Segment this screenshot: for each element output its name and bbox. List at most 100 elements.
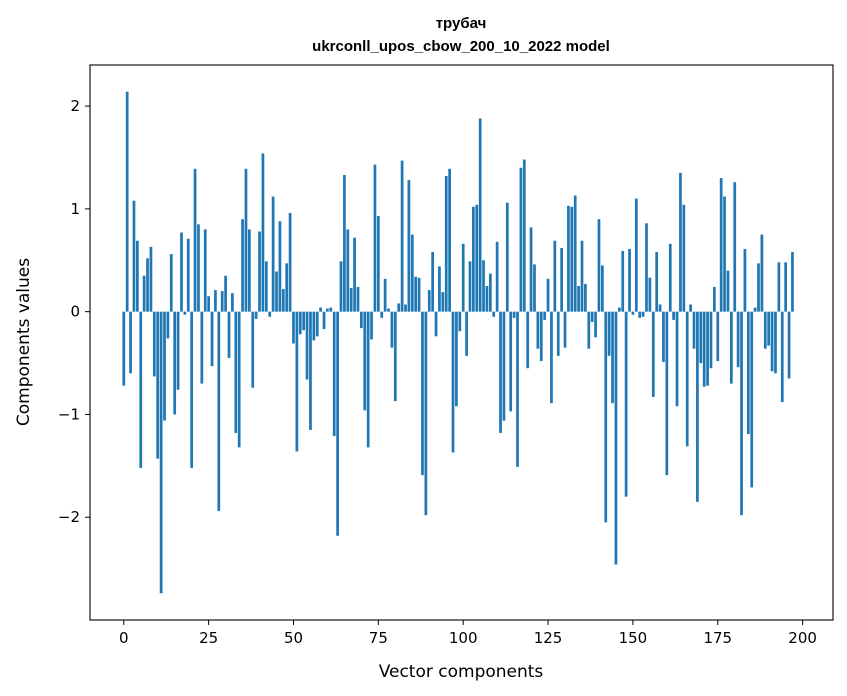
bar-6 bbox=[142, 275, 146, 312]
bar-191 bbox=[770, 311, 774, 372]
bar-129 bbox=[560, 247, 563, 312]
bar-94 bbox=[441, 292, 445, 312]
bar-145 bbox=[614, 311, 618, 565]
bar-174 bbox=[713, 287, 716, 312]
y-tick-label: 0 bbox=[70, 303, 80, 321]
y-tick-label: −2 bbox=[58, 508, 80, 526]
bar-35 bbox=[241, 219, 244, 312]
bar-42 bbox=[264, 261, 268, 312]
bar-103 bbox=[472, 206, 475, 312]
bar-1 bbox=[125, 91, 129, 312]
x-tick-label: 75 bbox=[369, 629, 388, 647]
bar-90 bbox=[427, 290, 431, 312]
bar-114 bbox=[509, 311, 513, 412]
bar-54 bbox=[305, 311, 309, 380]
bar-91 bbox=[431, 252, 435, 312]
bar-118 bbox=[522, 159, 526, 312]
bar-52 bbox=[298, 311, 302, 335]
bar-134 bbox=[577, 285, 580, 312]
bar-162 bbox=[672, 311, 675, 320]
bar-76 bbox=[380, 311, 384, 318]
bar-146 bbox=[617, 307, 621, 312]
bar-121 bbox=[533, 264, 536, 312]
bar-10 bbox=[156, 311, 160, 459]
bar-9 bbox=[152, 311, 156, 377]
bar-139 bbox=[594, 311, 597, 338]
bar-56 bbox=[312, 311, 316, 341]
bar-75 bbox=[376, 216, 380, 312]
x-tick-label: 0 bbox=[119, 629, 129, 647]
bar-123 bbox=[539, 311, 543, 361]
bar-117 bbox=[519, 167, 523, 312]
plot-frame bbox=[89, 64, 834, 621]
y-tick-label: −1 bbox=[58, 405, 80, 423]
bar-79 bbox=[390, 311, 394, 348]
bar-148 bbox=[624, 311, 628, 497]
bar-36 bbox=[244, 168, 248, 312]
y-axis-label: Components values bbox=[14, 258, 34, 426]
bar-158 bbox=[658, 304, 662, 312]
x-axis-ticks: 0 25 50 75 100 125 150 175 200 bbox=[119, 620, 817, 647]
bar-126 bbox=[550, 311, 553, 404]
bar-133 bbox=[573, 195, 577, 312]
x-tick-label: 175 bbox=[703, 629, 732, 647]
bar-138 bbox=[590, 311, 594, 322]
bar-106 bbox=[482, 260, 485, 312]
bar-175 bbox=[716, 311, 720, 361]
bar-31 bbox=[227, 311, 231, 358]
bar-171 bbox=[702, 311, 706, 387]
y-axis-ticks: −2 −1 0 1 2 bbox=[58, 97, 90, 526]
bar-70 bbox=[360, 311, 363, 329]
bar-34 bbox=[237, 311, 241, 448]
bar-26 bbox=[210, 311, 214, 367]
bar-64 bbox=[339, 261, 343, 312]
bar-45 bbox=[275, 271, 278, 312]
bar-50 bbox=[292, 311, 295, 344]
bar-12 bbox=[163, 311, 166, 421]
bar-78 bbox=[387, 308, 390, 312]
bar-192 bbox=[774, 311, 777, 374]
bar-105 bbox=[478, 118, 482, 312]
bar-185 bbox=[750, 311, 754, 488]
bar-84 bbox=[407, 180, 411, 312]
bar-63 bbox=[336, 311, 339, 536]
bar-100 bbox=[461, 243, 465, 312]
bar-163 bbox=[675, 311, 679, 407]
bar-8 bbox=[149, 246, 153, 312]
bar-73 bbox=[370, 311, 373, 340]
bar-27 bbox=[214, 290, 217, 312]
y-tick-label: 1 bbox=[70, 200, 80, 218]
bar-147 bbox=[621, 251, 625, 312]
bar-102 bbox=[468, 261, 472, 312]
bar-81 bbox=[397, 303, 401, 312]
bar-17 bbox=[180, 232, 183, 312]
bar-5 bbox=[139, 311, 143, 468]
bar-137 bbox=[587, 311, 591, 349]
bar-109 bbox=[492, 311, 496, 317]
bar-196 bbox=[787, 311, 791, 379]
bar-170 bbox=[699, 311, 703, 364]
bar-69 bbox=[356, 287, 360, 312]
bar-30 bbox=[224, 275, 227, 312]
bar-24 bbox=[203, 229, 207, 312]
bar-169 bbox=[696, 311, 699, 502]
bar-113 bbox=[505, 202, 509, 312]
bar-173 bbox=[709, 311, 713, 369]
bar-87 bbox=[417, 277, 421, 312]
bar-132 bbox=[570, 206, 574, 312]
bar-3 bbox=[132, 200, 136, 312]
bar-59 bbox=[322, 311, 326, 330]
bar-15 bbox=[173, 311, 177, 415]
bar-128 bbox=[556, 311, 560, 356]
bar-23 bbox=[200, 311, 204, 384]
bar-22 bbox=[197, 224, 200, 312]
bar-44 bbox=[271, 196, 275, 312]
bar-141 bbox=[601, 265, 604, 312]
bar-151 bbox=[634, 198, 638, 312]
bar-115 bbox=[512, 311, 516, 318]
bar-67 bbox=[349, 288, 353, 312]
bar-71 bbox=[363, 311, 367, 411]
bar-77 bbox=[383, 278, 387, 312]
bar-58 bbox=[319, 307, 322, 312]
bar-190 bbox=[767, 311, 771, 346]
